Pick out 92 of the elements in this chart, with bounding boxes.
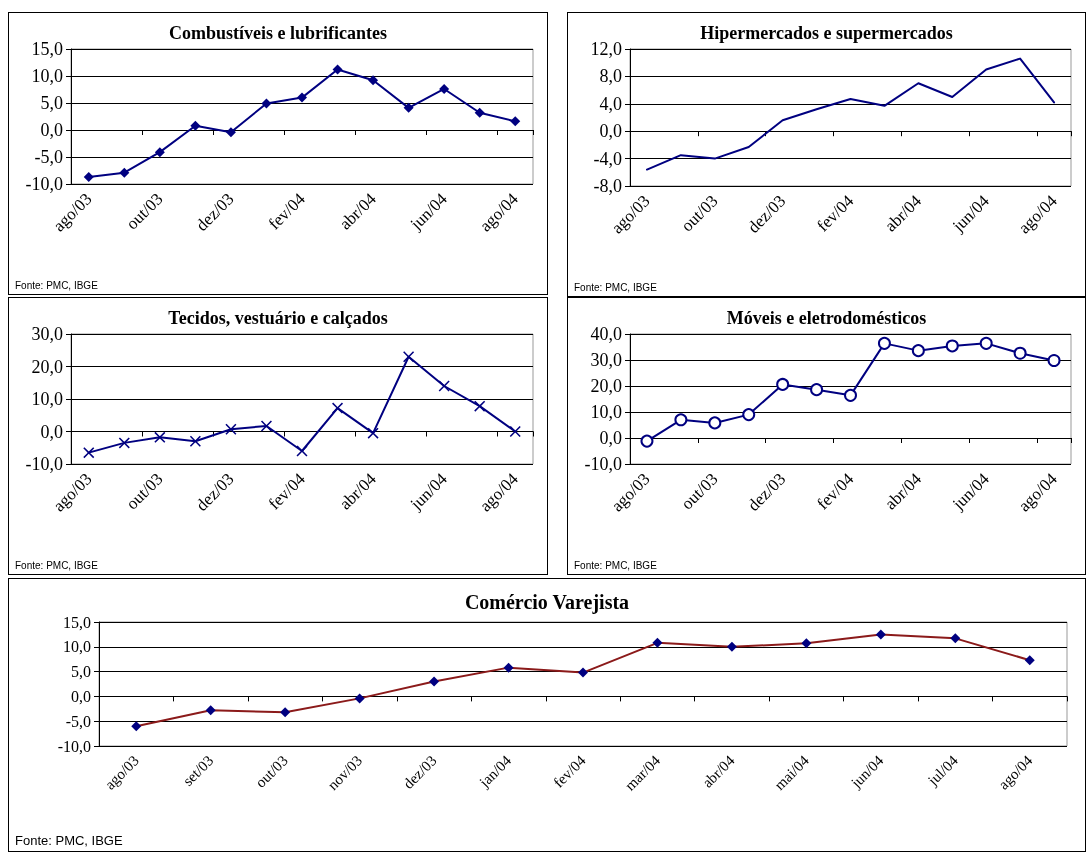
y-tick-label: -4,0 — [593, 148, 622, 169]
point — [118, 437, 130, 449]
point — [368, 75, 379, 86]
point — [708, 416, 722, 430]
point — [429, 676, 440, 687]
source-note: Fonte: PMC, IBGE — [15, 559, 99, 571]
y-tick-label: -10,0 — [25, 174, 63, 194]
y-tick-label: 0,0 — [40, 421, 63, 442]
point — [945, 339, 959, 353]
point — [844, 388, 857, 402]
chart-title: Combustíveis e lubrificantes — [169, 23, 387, 43]
y-tick-label: 8,0 — [599, 66, 622, 87]
line-series — [645, 57, 1056, 171]
point — [875, 629, 886, 640]
point — [280, 707, 291, 718]
y-tick-label: 12,0 — [590, 39, 622, 59]
y-tick-label: -5,0 — [65, 712, 91, 730]
y-tick-label: 10,0 — [31, 66, 63, 86]
point — [83, 447, 95, 459]
point — [726, 641, 737, 652]
point — [225, 127, 236, 138]
y-tick-label: 30,0 — [590, 350, 622, 370]
point — [154, 147, 165, 158]
point — [474, 400, 486, 412]
source-note: Fonte: PMC, IBGE — [15, 279, 99, 291]
chart-title: Comércio Varejista — [464, 591, 630, 614]
point — [189, 435, 201, 447]
point — [403, 102, 414, 113]
chart-title: Móveis e eletrodomésticos — [726, 308, 927, 328]
point — [950, 633, 961, 644]
point — [154, 431, 166, 443]
point — [742, 408, 756, 422]
chart-title: Tecidos, vestuário e calçados — [168, 308, 388, 328]
point — [877, 336, 891, 350]
y-tick-label: 15,0 — [63, 613, 91, 631]
y-tick-label: -10,0 — [584, 454, 622, 474]
point — [297, 92, 307, 103]
y-tick-label: -8,0 — [593, 176, 622, 196]
y-tick-label: -10,0 — [25, 454, 63, 474]
point — [131, 721, 142, 732]
point — [1047, 354, 1061, 368]
point — [640, 434, 654, 448]
point — [332, 402, 344, 414]
source-note: Fonte: PMC, IBGE — [574, 281, 658, 293]
y-tick-label: 20,0 — [31, 356, 63, 377]
point — [509, 426, 521, 437]
point — [810, 383, 824, 397]
point — [674, 413, 688, 427]
point — [979, 336, 993, 350]
y-tick-label: 20,0 — [590, 376, 622, 396]
point — [474, 107, 485, 118]
point — [503, 662, 514, 673]
y-tick-label: 0,0 — [599, 428, 622, 448]
point — [438, 380, 450, 392]
point — [403, 351, 415, 363]
point — [260, 420, 272, 432]
y-tick-label: 10,0 — [63, 638, 91, 656]
point — [354, 693, 365, 704]
y-tick-label: 10,0 — [31, 389, 63, 409]
point — [261, 98, 272, 109]
point — [367, 427, 379, 439]
y-tick-label: 5,0 — [71, 663, 91, 681]
point — [332, 64, 343, 75]
point — [83, 171, 94, 182]
y-tick-label: 40,0 — [590, 324, 622, 344]
point — [119, 167, 130, 178]
y-tick-label: 15,0 — [31, 39, 63, 59]
y-tick-label: 0,0 — [599, 121, 622, 142]
point — [801, 638, 812, 649]
point — [190, 120, 201, 131]
y-tick-label: 0,0 — [40, 120, 63, 140]
point — [1013, 346, 1027, 360]
point — [510, 116, 521, 127]
point — [205, 705, 216, 716]
y-tick-label: -10,0 — [57, 737, 91, 755]
y-tick-label: 5,0 — [40, 93, 63, 113]
source-note: Fonte: PMC, IBGE — [15, 833, 123, 848]
y-tick-label: 10,0 — [590, 402, 622, 422]
point — [578, 667, 588, 678]
point — [1024, 655, 1035, 666]
point — [296, 445, 308, 457]
point — [439, 83, 450, 94]
point — [652, 637, 663, 648]
source-note: Fonte: PMC, IBGE — [574, 559, 658, 571]
y-tick-label: 30,0 — [31, 324, 63, 344]
point — [225, 423, 237, 435]
point — [911, 344, 925, 358]
y-tick-label: -5,0 — [34, 147, 63, 167]
chart-title: Hipermercados e supermercados — [700, 23, 953, 43]
point — [776, 377, 790, 391]
y-tick-label: 4,0 — [599, 93, 622, 114]
y-tick-label: 0,0 — [71, 687, 91, 705]
